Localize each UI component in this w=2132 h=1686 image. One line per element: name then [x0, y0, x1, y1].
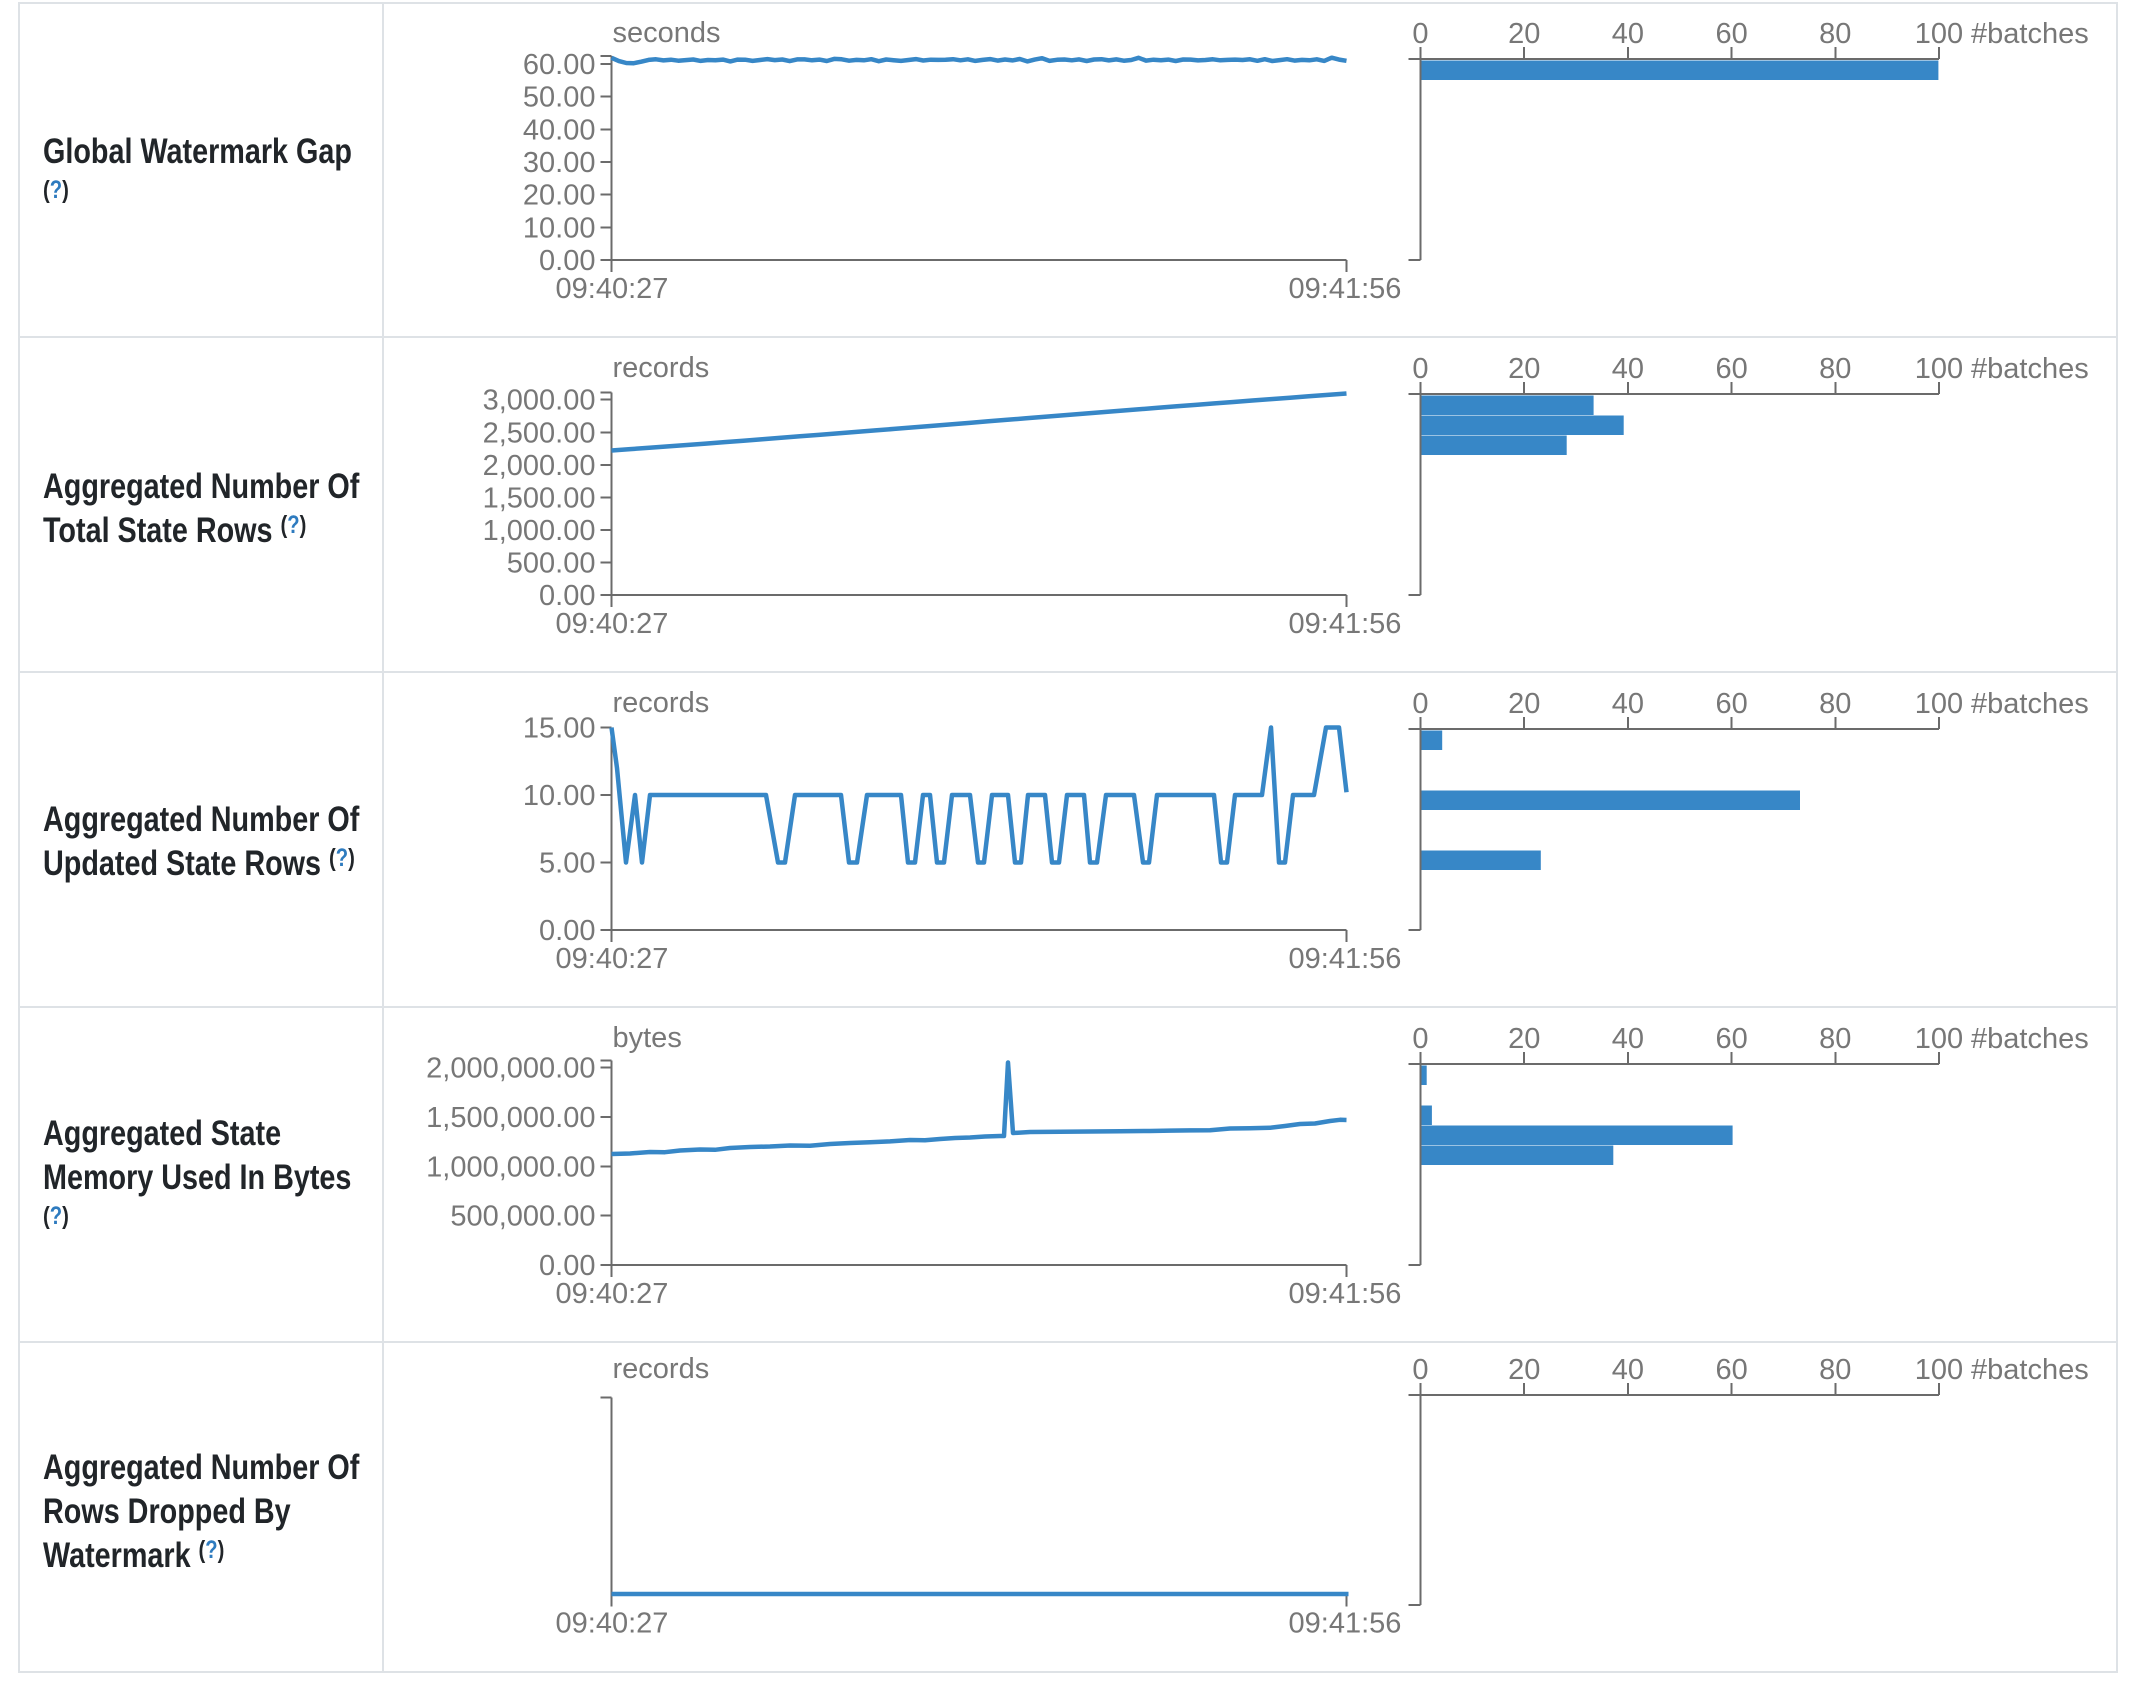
svg-text:09:41:56: 09:41:56 [1289, 608, 1402, 640]
svg-text:80: 80 [1819, 688, 1851, 720]
svg-text:60: 60 [1715, 1354, 1747, 1386]
svg-text:20: 20 [1508, 18, 1540, 50]
svg-text:80: 80 [1819, 1354, 1851, 1386]
svg-text:0.00: 0.00 [539, 245, 595, 277]
svg-text:3,000.00: 3,000.00 [483, 385, 596, 417]
svg-text:#batches: #batches [1971, 1023, 2089, 1055]
svg-text:09:41:56: 09:41:56 [1289, 273, 1402, 305]
svg-text:09:40:27: 09:40:27 [556, 943, 669, 975]
svg-text:09:40:27: 09:40:27 [556, 608, 669, 640]
svg-text:0: 0 [1412, 1023, 1428, 1055]
svg-text:20.00: 20.00 [523, 180, 596, 212]
svg-text:0: 0 [1412, 1354, 1428, 1386]
svg-text:40: 40 [1612, 688, 1644, 720]
svg-text:#batches: #batches [1971, 1354, 2089, 1386]
svg-text:09:40:27: 09:40:27 [556, 273, 669, 305]
svg-text:15.00: 15.00 [523, 713, 596, 745]
svg-text:80: 80 [1819, 1023, 1851, 1055]
svg-text:0.00: 0.00 [539, 580, 595, 612]
svg-text:0.00: 0.00 [539, 915, 595, 947]
svg-text:40: 40 [1612, 353, 1644, 385]
svg-text:2,000.00: 2,000.00 [483, 450, 596, 482]
svg-text:100: 100 [1915, 1023, 1963, 1055]
svg-text:100: 100 [1915, 353, 1963, 385]
svg-text:1,000.00: 1,000.00 [483, 515, 596, 547]
svg-text:#batches: #batches [1971, 353, 2089, 385]
svg-text:1,500,000.00: 1,500,000.00 [426, 1102, 595, 1134]
svg-text:40: 40 [1612, 1354, 1644, 1386]
svg-text:60: 60 [1715, 688, 1747, 720]
svg-text:500.00: 500.00 [507, 548, 596, 580]
svg-text:records: records [613, 687, 710, 719]
svg-text:09:41:56: 09:41:56 [1289, 1278, 1402, 1310]
svg-text:40: 40 [1612, 18, 1644, 50]
svg-text:2,500.00: 2,500.00 [483, 417, 596, 449]
svg-text:0: 0 [1412, 688, 1428, 720]
svg-text:09:40:27: 09:40:27 [556, 1278, 669, 1310]
svg-text:60.00: 60.00 [523, 49, 596, 81]
svg-text:1,000,000.00: 1,000,000.00 [426, 1151, 595, 1183]
svg-text:1,500.00: 1,500.00 [483, 482, 596, 514]
svg-text:60: 60 [1715, 1023, 1747, 1055]
svg-text:30.00: 30.00 [523, 147, 596, 179]
svg-text:5.00: 5.00 [539, 848, 595, 880]
svg-text:20: 20 [1508, 1023, 1540, 1055]
svg-text:500,000.00: 500,000.00 [450, 1201, 595, 1233]
svg-text:40: 40 [1612, 1023, 1644, 1055]
svg-text:seconds: seconds [613, 17, 721, 49]
svg-text:records: records [613, 1353, 710, 1385]
svg-text:60: 60 [1715, 18, 1747, 50]
svg-text:records: records [613, 352, 710, 384]
svg-text:40.00: 40.00 [523, 114, 596, 146]
svg-text:80: 80 [1819, 18, 1851, 50]
svg-text:bytes: bytes [613, 1022, 682, 1054]
svg-text:0.00: 0.00 [539, 1250, 595, 1282]
svg-text:09:40:27: 09:40:27 [556, 1608, 669, 1640]
svg-text:100: 100 [1915, 688, 1963, 720]
svg-text:100: 100 [1915, 1354, 1963, 1386]
svg-text:2,000,000.00: 2,000,000.00 [426, 1053, 595, 1085]
svg-text:0: 0 [1412, 353, 1428, 385]
svg-text:10.00: 10.00 [523, 212, 596, 244]
svg-text:20: 20 [1508, 353, 1540, 385]
svg-text:100: 100 [1915, 18, 1963, 50]
svg-text:10.00: 10.00 [523, 780, 596, 812]
svg-text:20: 20 [1508, 1354, 1540, 1386]
svg-text:#batches: #batches [1971, 688, 2089, 720]
svg-text:20: 20 [1508, 688, 1540, 720]
svg-text:#batches: #batches [1971, 18, 2089, 50]
svg-text:09:41:56: 09:41:56 [1289, 943, 1402, 975]
svg-text:50.00: 50.00 [523, 82, 596, 114]
svg-text:60: 60 [1715, 353, 1747, 385]
svg-text:80: 80 [1819, 353, 1851, 385]
svg-text:09:41:56: 09:41:56 [1289, 1608, 1402, 1640]
svg-text:0: 0 [1412, 18, 1428, 50]
